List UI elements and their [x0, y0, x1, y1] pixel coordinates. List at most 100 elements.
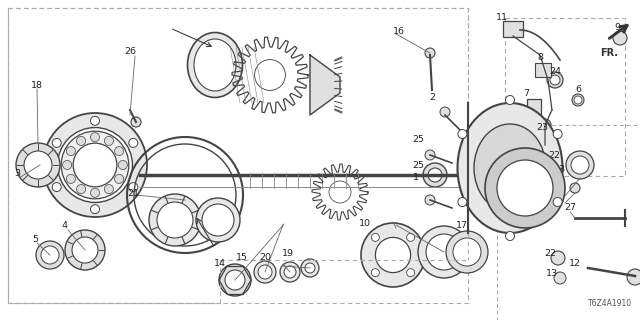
Circle shape [440, 107, 450, 117]
Text: 26: 26 [124, 47, 136, 57]
Circle shape [73, 143, 117, 187]
Circle shape [485, 148, 565, 228]
Circle shape [90, 205, 99, 214]
FancyBboxPatch shape [535, 63, 551, 77]
Text: 5: 5 [32, 236, 38, 244]
Circle shape [67, 147, 76, 156]
Text: 14: 14 [214, 259, 226, 268]
Circle shape [52, 138, 61, 148]
Circle shape [254, 261, 276, 283]
Text: 22: 22 [548, 151, 560, 161]
Circle shape [553, 130, 562, 139]
Circle shape [104, 185, 113, 194]
Circle shape [406, 233, 415, 241]
FancyBboxPatch shape [527, 99, 541, 119]
Circle shape [104, 136, 113, 146]
Text: 8: 8 [537, 52, 543, 61]
Circle shape [571, 156, 589, 174]
Text: 21: 21 [127, 188, 139, 197]
Circle shape [371, 233, 380, 241]
Circle shape [65, 230, 105, 270]
Circle shape [506, 231, 515, 241]
Circle shape [425, 195, 435, 205]
Text: 22: 22 [544, 249, 556, 258]
Circle shape [497, 160, 553, 216]
Circle shape [425, 48, 435, 58]
Circle shape [418, 226, 470, 278]
Circle shape [547, 72, 563, 88]
Circle shape [16, 143, 60, 187]
Circle shape [376, 237, 411, 273]
Circle shape [219, 264, 251, 296]
Circle shape [63, 160, 72, 170]
Circle shape [428, 168, 442, 182]
Text: 23: 23 [536, 123, 548, 132]
Text: 6: 6 [575, 85, 581, 94]
Bar [497, 125, 640, 320]
Circle shape [52, 183, 61, 192]
Text: 2: 2 [429, 92, 435, 101]
Circle shape [550, 75, 560, 85]
Circle shape [566, 151, 594, 179]
Circle shape [43, 113, 147, 217]
Circle shape [157, 202, 193, 238]
Text: 10: 10 [359, 220, 371, 228]
Text: 3: 3 [14, 170, 20, 179]
Text: 15: 15 [236, 253, 248, 262]
Text: 20: 20 [259, 253, 271, 262]
Circle shape [131, 117, 141, 127]
Circle shape [90, 188, 100, 197]
Circle shape [627, 269, 640, 285]
Text: FR.: FR. [600, 48, 618, 58]
Ellipse shape [188, 33, 243, 98]
Circle shape [24, 151, 52, 179]
Circle shape [458, 197, 467, 206]
Circle shape [613, 31, 627, 45]
Circle shape [329, 181, 351, 203]
Ellipse shape [458, 103, 563, 233]
Circle shape [225, 270, 245, 290]
Circle shape [539, 119, 551, 131]
Circle shape [115, 174, 124, 183]
Circle shape [196, 198, 240, 242]
Circle shape [305, 263, 315, 273]
Circle shape [41, 246, 59, 264]
Circle shape [551, 251, 565, 265]
Text: 19: 19 [282, 249, 294, 258]
Polygon shape [310, 55, 340, 115]
Text: 18: 18 [31, 81, 43, 90]
FancyBboxPatch shape [503, 21, 523, 37]
Bar [505, 18, 625, 176]
Text: 4: 4 [62, 221, 68, 230]
Circle shape [425, 150, 435, 160]
Text: 12: 12 [569, 259, 581, 268]
Circle shape [36, 241, 64, 269]
Circle shape [553, 197, 562, 206]
Text: 24: 24 [549, 68, 561, 76]
Text: 16: 16 [393, 28, 405, 36]
Circle shape [115, 147, 124, 156]
Circle shape [77, 185, 86, 194]
Circle shape [77, 136, 86, 146]
Text: 9: 9 [614, 23, 620, 33]
Circle shape [423, 163, 447, 187]
Text: 7: 7 [523, 89, 529, 98]
Circle shape [284, 266, 296, 278]
Circle shape [572, 94, 584, 106]
Circle shape [280, 262, 300, 282]
Text: 13: 13 [554, 165, 566, 174]
Circle shape [361, 223, 425, 287]
Circle shape [506, 95, 515, 105]
Circle shape [255, 60, 285, 90]
Circle shape [129, 183, 138, 192]
Circle shape [149, 194, 201, 246]
Circle shape [118, 160, 127, 170]
Ellipse shape [194, 39, 236, 91]
Text: 27: 27 [564, 203, 576, 212]
Circle shape [90, 132, 100, 142]
Text: 17: 17 [456, 220, 468, 229]
Circle shape [446, 231, 488, 273]
Circle shape [72, 237, 98, 263]
Bar [8, 8, 468, 303]
Circle shape [58, 128, 132, 203]
